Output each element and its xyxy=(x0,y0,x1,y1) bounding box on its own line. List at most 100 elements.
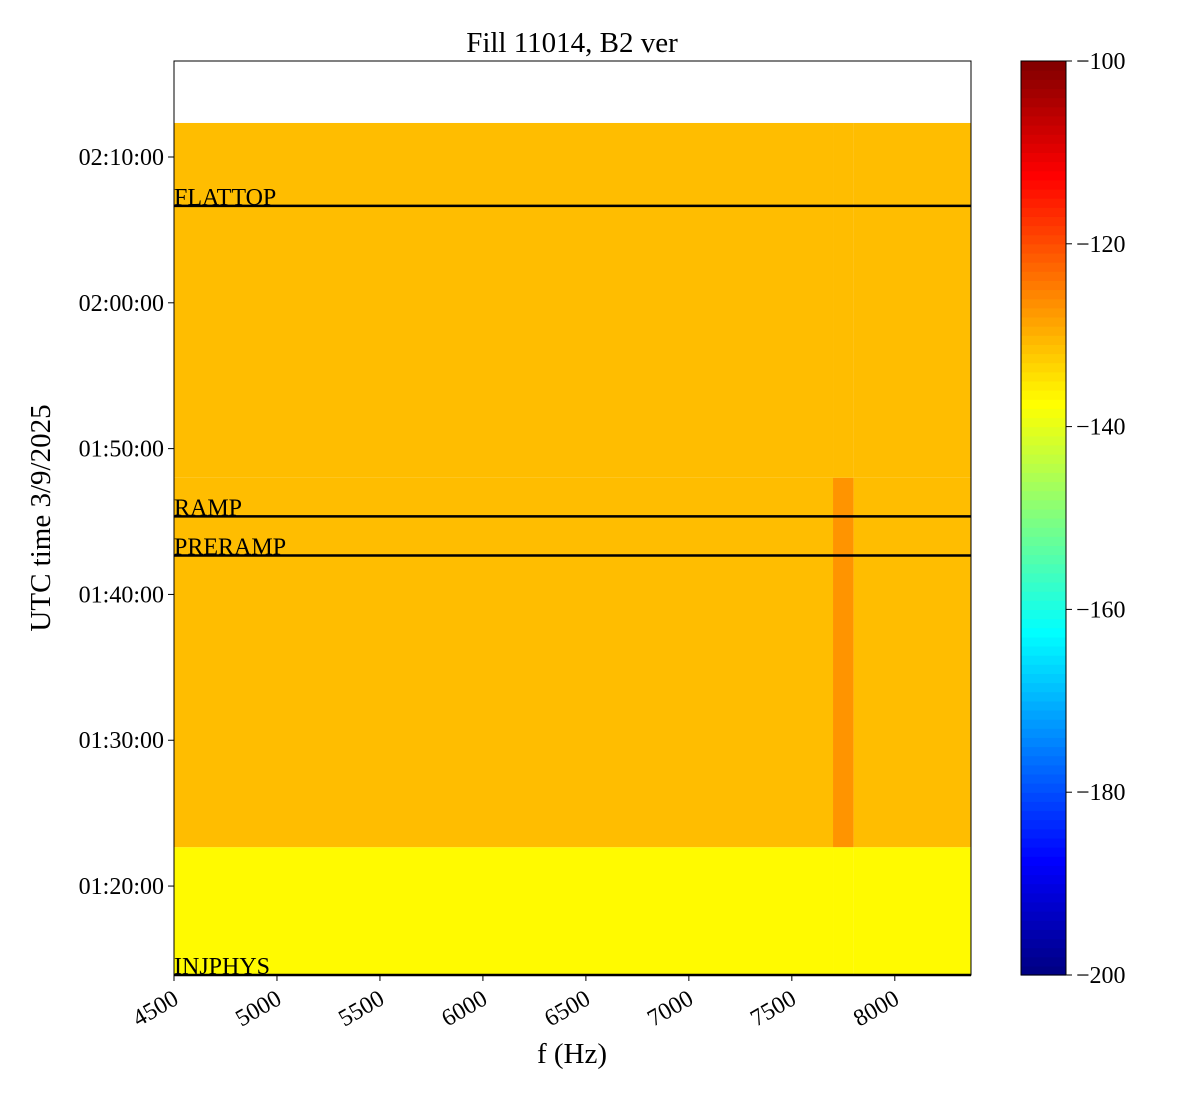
colorbar-step xyxy=(1021,371,1066,382)
colorbar-tick-label: −180 xyxy=(1076,780,1126,806)
colorbar-step xyxy=(1021,170,1066,181)
colorbar-step xyxy=(1021,124,1066,135)
colorbar-step xyxy=(1021,280,1066,291)
colorbar-step xyxy=(1021,911,1066,921)
event-label: RAMP xyxy=(174,495,242,521)
colorbar-step xyxy=(1021,719,1066,729)
colorbar-step xyxy=(1021,563,1066,574)
colorbar-step xyxy=(1021,709,1066,720)
colorbar-step xyxy=(1021,454,1066,464)
colorbar-step xyxy=(1021,490,1066,501)
colorbar-step xyxy=(1021,152,1066,163)
colorbar-tick-label: −140 xyxy=(1076,415,1126,441)
colorbar-step xyxy=(1021,179,1066,190)
heatmap-cell xyxy=(833,847,854,975)
y-tick-label: 01:40:00 xyxy=(79,582,164,608)
x-tick-label: 7000 xyxy=(643,986,698,1033)
colorbar-tick-label: −200 xyxy=(1076,963,1126,989)
colorbar-step xyxy=(1021,234,1066,245)
x-tick-label: 5000 xyxy=(231,986,286,1033)
colorbar-step xyxy=(1021,444,1066,455)
colorbar-tick-label: −160 xyxy=(1076,597,1126,623)
colorbar-step xyxy=(1021,289,1066,300)
colorbar-step xyxy=(1021,810,1066,821)
colorbar-step xyxy=(1021,88,1066,99)
colorbar-step xyxy=(1021,79,1066,90)
x-tick-label: 6500 xyxy=(540,986,595,1033)
colorbar-step xyxy=(1021,929,1066,940)
colorbar-step xyxy=(1021,188,1066,199)
colorbar-step xyxy=(1021,755,1066,766)
colorbar-tick-label: −120 xyxy=(1076,232,1126,258)
colorbar-step xyxy=(1021,682,1066,693)
colorbar-step xyxy=(1021,901,1066,912)
colorbar-step xyxy=(1021,609,1066,620)
colorbar-step xyxy=(1021,938,1066,949)
colorbar-step xyxy=(1021,527,1066,537)
colorbar-step xyxy=(1021,298,1066,309)
colorbar-tick-label: −100 xyxy=(1076,49,1126,75)
colorbar-frame xyxy=(1020,60,1067,976)
x-axis-label: f (Hz) xyxy=(537,1038,607,1070)
colorbar-step xyxy=(1021,61,1066,71)
heatmap-cell xyxy=(853,847,971,975)
y-tick-label: 01:30:00 xyxy=(79,728,164,754)
colorbar-step xyxy=(1021,353,1066,364)
y-tick-label: 02:00:00 xyxy=(79,291,164,317)
colorbar-step xyxy=(1021,271,1066,281)
colorbar-step xyxy=(1021,581,1066,592)
colorbar-step xyxy=(1021,335,1066,345)
colorbar-step xyxy=(1021,618,1066,629)
colorbar-step xyxy=(1021,819,1066,830)
event-label: INJPHYS xyxy=(174,954,270,980)
colorbar-step xyxy=(1021,773,1066,784)
colorbar-step xyxy=(1021,463,1066,473)
colorbar-step xyxy=(1021,316,1066,327)
colorbar-step xyxy=(1021,837,1066,848)
heatmap-cell xyxy=(833,122,854,478)
colorbar-step xyxy=(1021,865,1066,876)
colorbar-step xyxy=(1021,518,1066,528)
colorbar-step xyxy=(1021,380,1066,391)
y-axis-label: UTC time 3/9/2025 xyxy=(25,404,57,631)
colorbar-step xyxy=(1021,764,1066,775)
x-tick-label: 6000 xyxy=(437,986,492,1033)
colorbar-step xyxy=(1021,362,1066,373)
colorbar-step xyxy=(1021,198,1066,208)
colorbar-step xyxy=(1021,262,1066,272)
x-tick-label: 7500 xyxy=(746,986,801,1033)
colorbar xyxy=(1021,61,1066,976)
colorbar-step xyxy=(1021,143,1066,153)
x-tick-label: 8000 xyxy=(849,986,904,1033)
colorbar-step xyxy=(1021,426,1066,437)
heatmap-cell xyxy=(174,847,834,975)
colorbar-step xyxy=(1021,435,1066,446)
colorbar-step xyxy=(1021,591,1066,601)
x-tick-label: 4500 xyxy=(128,986,183,1033)
colorbar-step xyxy=(1021,417,1066,428)
colorbar-step xyxy=(1021,874,1066,885)
colorbar-step xyxy=(1021,344,1066,355)
heatmap-cell xyxy=(853,477,971,848)
colorbar-step xyxy=(1021,947,1066,958)
colorbar-step xyxy=(1021,508,1066,519)
event-label: FLATTOP xyxy=(174,185,276,211)
colorbar-step xyxy=(1021,700,1066,711)
heatmap-cell xyxy=(174,122,834,478)
colorbar-step xyxy=(1021,326,1066,336)
colorbar-step xyxy=(1021,792,1066,802)
colorbar-step xyxy=(1021,645,1066,656)
colorbar-step xyxy=(1021,847,1066,857)
y-tick-label: 01:50:00 xyxy=(79,437,164,463)
colorbar-step xyxy=(1021,545,1066,556)
colorbar-step xyxy=(1021,134,1066,144)
colorbar-step xyxy=(1021,892,1066,903)
colorbar-step xyxy=(1021,499,1066,510)
colorbar-step xyxy=(1021,636,1066,647)
colorbar-step xyxy=(1021,828,1066,839)
heatmap-cell xyxy=(174,477,834,848)
chart-title: Fill 11014, B2 ver xyxy=(466,27,678,59)
colorbar-step xyxy=(1021,97,1066,108)
y-tick-label: 02:10:00 xyxy=(79,145,164,171)
